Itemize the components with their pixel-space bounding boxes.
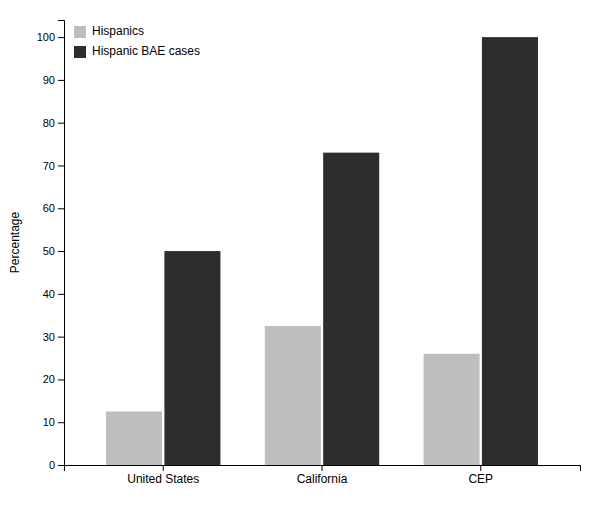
tick: 0 (49, 459, 64, 471)
tick-mark (322, 465, 323, 471)
bar (424, 354, 480, 465)
tick-label: 40 (43, 288, 55, 300)
tick-label: 100 (37, 31, 55, 43)
tick: 20 (43, 373, 64, 385)
tick-label: 20 (43, 373, 55, 385)
tick-label: 10 (43, 416, 55, 428)
x-axis: United States California CEP (65, 465, 581, 486)
tick-mark (58, 294, 64, 295)
tick: 40 (43, 288, 64, 300)
tick-label: California (297, 472, 348, 486)
legend-item: Hispanics (74, 24, 144, 38)
tick-label: 70 (43, 160, 55, 172)
tick: 10 (43, 416, 64, 428)
legend-label: Hispanic BAE cases (92, 44, 200, 58)
tick-mark (163, 465, 164, 471)
legend-item: Hispanic BAE cases (74, 44, 200, 58)
tick: 100 (37, 31, 64, 43)
bar (323, 153, 379, 465)
axis-title: Percentage (8, 211, 22, 273)
bar (164, 251, 220, 465)
tick-label: 60 (43, 202, 55, 214)
tick-label: 80 (43, 117, 55, 129)
legend-swatch (74, 46, 86, 58)
tick: 50 (43, 245, 64, 257)
tick: United States (127, 465, 199, 486)
axis-line (65, 466, 581, 472)
tick-mark (58, 165, 64, 166)
series (164, 37, 538, 465)
tick-label: 90 (43, 74, 55, 86)
bar (265, 326, 321, 465)
tick: 30 (43, 331, 64, 343)
legend-label: Hispanics (92, 24, 144, 38)
tick-mark (58, 337, 64, 338)
tick-label: United States (127, 472, 199, 486)
y-axis: 0 10 20 30 40 50 60 70 80 90 100 (37, 21, 65, 472)
tick: 80 (43, 117, 64, 129)
tick-label: 30 (43, 331, 55, 343)
tick-mark (58, 80, 64, 81)
plot: 0 10 20 30 40 50 60 70 80 90 100 United States Calif… (37, 21, 581, 486)
tick: 70 (43, 160, 64, 172)
tick-mark (58, 465, 64, 466)
tick-mark (58, 37, 64, 38)
bar (482, 37, 538, 465)
legend-swatch (74, 26, 86, 38)
bar (106, 412, 162, 465)
tick-mark (58, 208, 64, 209)
tick-label: 0 (49, 459, 55, 471)
axis-line (58, 21, 65, 466)
tick-mark (58, 251, 64, 252)
tick-mark (58, 379, 64, 380)
tick: CEP (468, 465, 493, 486)
tick-mark (58, 422, 64, 423)
tick-mark (480, 465, 481, 471)
tick: 90 (43, 74, 64, 86)
chart: 0 10 20 30 40 50 60 70 80 90 100 United States Calif… (0, 0, 600, 505)
legend: Hispanics Hispanic BAE cases (74, 24, 200, 58)
tick-mark (58, 123, 64, 124)
tick: California (297, 465, 348, 486)
tick: 60 (43, 202, 64, 214)
tick-label: 50 (43, 245, 55, 257)
bars (106, 37, 538, 465)
tick-label: CEP (468, 472, 493, 486)
series (106, 326, 480, 465)
